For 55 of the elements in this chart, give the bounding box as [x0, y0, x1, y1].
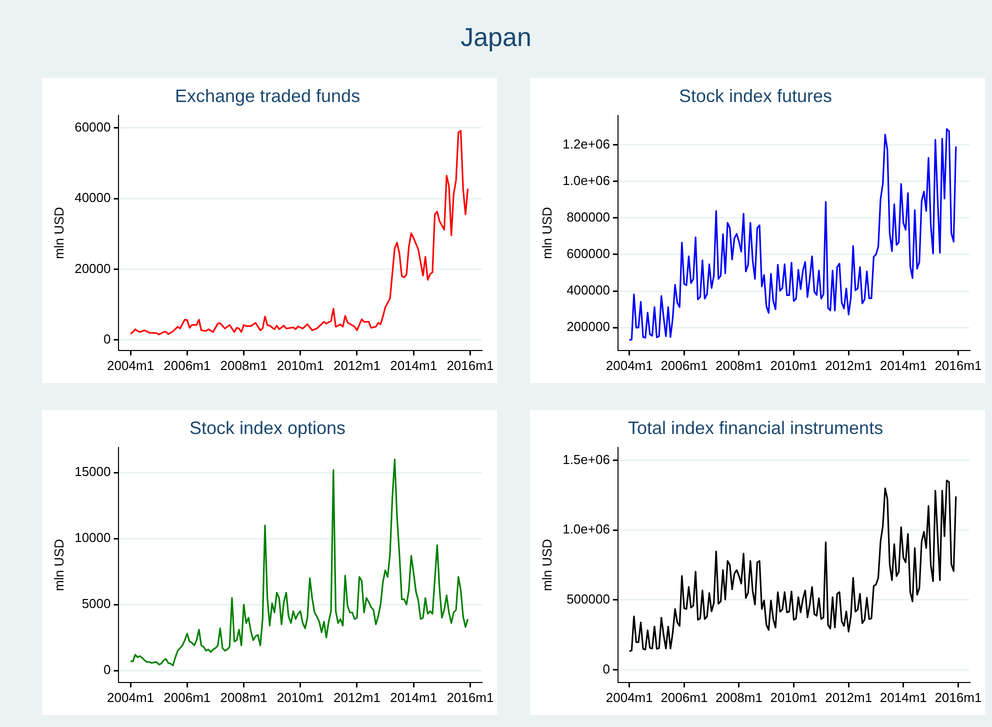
x-tick-label: 2008m1: [715, 358, 762, 373]
text: Japan: [460, 22, 532, 53]
x-tick-label: 2010m1: [276, 358, 324, 373]
x-tick-label: 2010m1: [770, 690, 818, 705]
x-tick-label: 2006m1: [660, 358, 708, 373]
y-tick-label: 0: [104, 662, 111, 678]
y-tick-label: 5000: [82, 596, 111, 612]
y-tick-label: 1.0e+06: [562, 522, 610, 537]
y-tick-label: 500000: [566, 592, 610, 607]
x-tick-label: 2010m1: [770, 358, 818, 373]
y-tick-label: 1.5e+06: [562, 452, 610, 467]
chart-title: Stock index options: [189, 418, 346, 438]
y-tick-label: 10000: [74, 530, 111, 546]
x-tick-label: 2004m1: [606, 358, 653, 373]
x-tick-label: 2012m1: [825, 358, 872, 373]
chart-title: Stock index futures: [678, 86, 832, 106]
y-tick-label: 200000: [566, 319, 610, 334]
y-tick-label: 800000: [566, 210, 610, 225]
x-tick-label: 2008m1: [715, 690, 762, 705]
y-tick-label: 600000: [566, 246, 610, 262]
x-tick-label: 2006m1: [164, 690, 211, 705]
chart-title: Exchange traded funds: [174, 86, 360, 106]
x-tick-label: 2004m1: [606, 690, 653, 705]
x-tick-label: 2012m1: [825, 690, 872, 705]
y-tick-label: 1.2e+06: [562, 136, 610, 152]
y-tick-label: 400000: [566, 282, 610, 298]
x-tick-label: 2014m1: [390, 358, 438, 373]
x-tick-label: 2016m1: [446, 690, 494, 705]
y-tick-label: 1.0e+06: [562, 172, 610, 188]
x-tick-label: 2008m1: [220, 358, 268, 373]
x-tick-label: 2016m1: [934, 358, 982, 373]
y-axis-title: mln USD: [51, 206, 66, 260]
x-tick-label: 2014m1: [880, 358, 927, 373]
chart-title: Total index financial instruments: [628, 418, 884, 438]
x-tick-label: 2014m1: [390, 690, 438, 705]
x-tick-label: 2006m1: [660, 690, 708, 705]
x-tick-label: 2006m1: [164, 358, 211, 373]
y-tick-label: 15000: [74, 464, 111, 480]
y-tick-label: 0: [602, 661, 610, 676]
y-tick-label: 20000: [74, 260, 111, 276]
x-tick-label: 2004m1: [107, 690, 154, 705]
x-tick-label: 2010m1: [276, 690, 324, 705]
x-tick-label: 2008m1: [220, 690, 268, 705]
y-tick-label: 60000: [74, 120, 111, 135]
x-tick-label: 2016m1: [446, 358, 494, 373]
y-axis-title: mln USD: [51, 538, 66, 592]
y-tick-label: 40000: [74, 190, 111, 206]
y-axis-title: mln USD: [539, 538, 554, 592]
x-tick-label: 2012m1: [333, 358, 380, 373]
x-tick-label: 2016m1: [934, 690, 982, 705]
y-tick-label: 0: [104, 331, 111, 346]
y-axis-title: mln USD: [539, 206, 554, 260]
x-tick-label: 2012m1: [333, 690, 380, 705]
x-tick-label: 2014m1: [880, 690, 927, 705]
x-tick-label: 2004m1: [107, 358, 154, 373]
